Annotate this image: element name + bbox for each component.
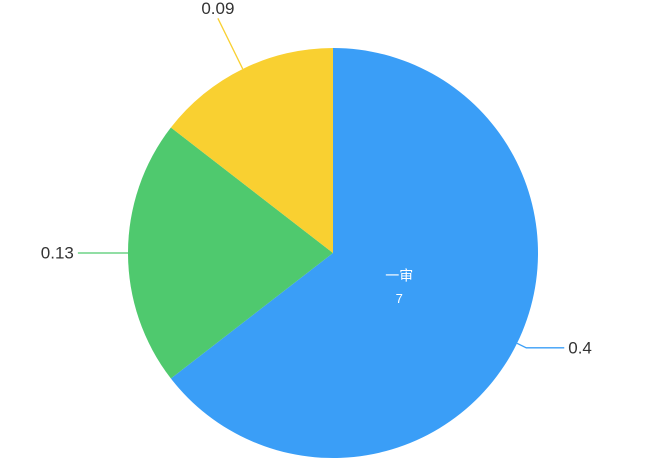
pie-outer-label-0: 0.4 xyxy=(568,338,592,357)
pie-slices xyxy=(128,48,538,459)
pie-slice-1[interactable] xyxy=(128,127,333,379)
pie-inner-sublabel-0: 7 xyxy=(396,291,403,306)
pie-outer-label-2: 0.09 xyxy=(201,0,234,18)
pie-slice-0[interactable] xyxy=(170,48,538,459)
pie-outer-label-1: 0.13 xyxy=(41,244,74,263)
pie-labels: 0.4 一审 7 0.13 0.09 xyxy=(41,0,592,357)
pie-slice-2[interactable] xyxy=(170,48,333,253)
pie-inner-label-0: 一审 xyxy=(385,268,413,284)
pie-callout-line-2 xyxy=(217,18,244,70)
pie-callout-line-0 xyxy=(516,342,565,349)
